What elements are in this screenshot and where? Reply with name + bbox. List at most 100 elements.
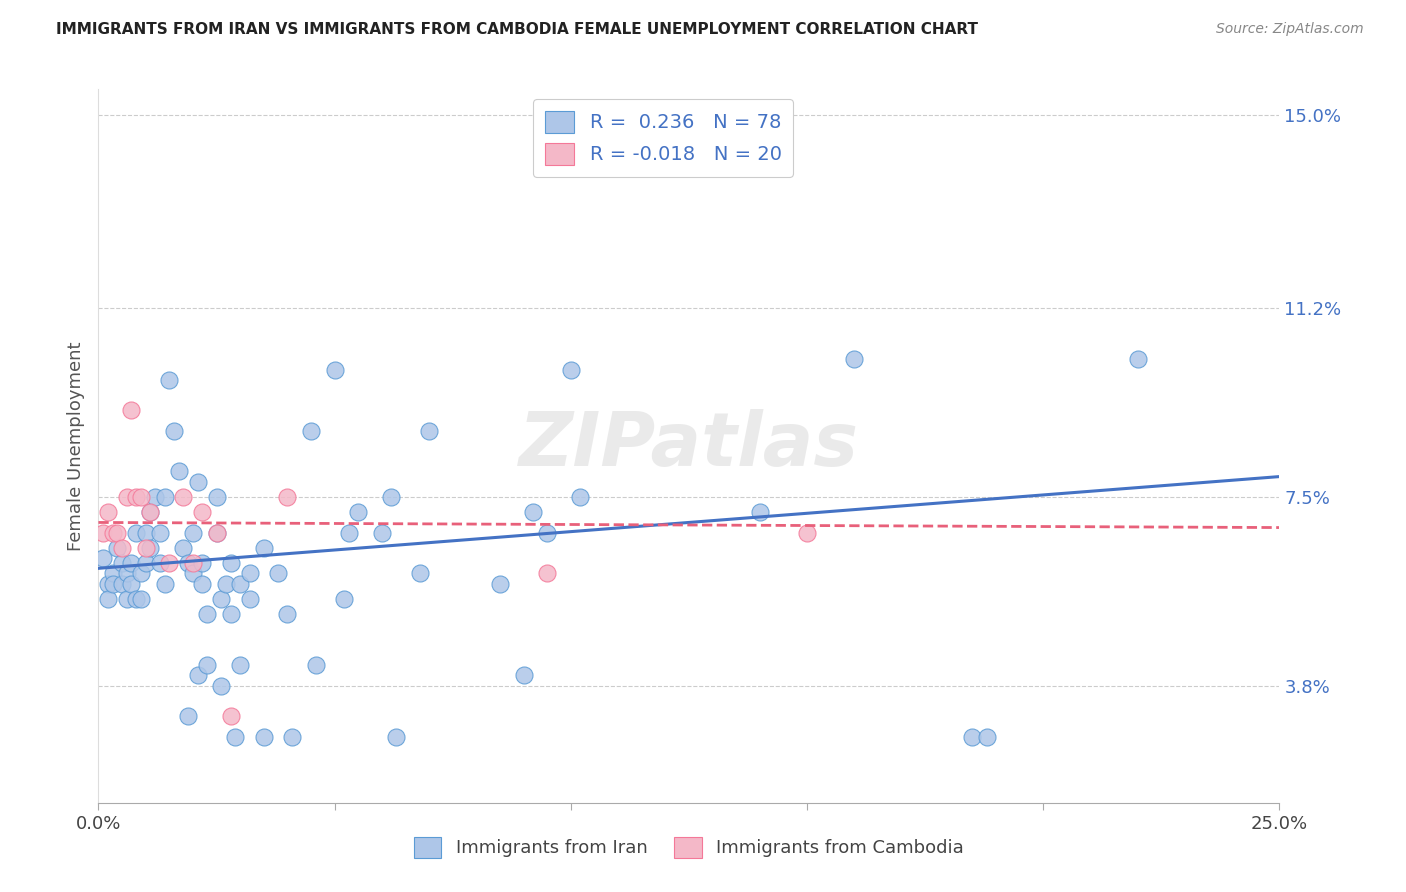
Point <box>115 591 138 606</box>
Point <box>276 607 298 622</box>
Point <box>219 607 242 622</box>
Point <box>129 566 152 581</box>
Point <box>224 730 246 744</box>
Point <box>239 566 262 581</box>
Point <box>205 525 228 540</box>
Point <box>149 525 172 540</box>
Point <box>172 541 194 555</box>
Point <box>149 556 172 570</box>
Point <box>121 576 143 591</box>
Point <box>97 505 120 519</box>
Point <box>187 475 209 489</box>
Point <box>253 541 276 555</box>
Point <box>796 525 818 540</box>
Point <box>101 576 124 591</box>
Point <box>135 525 157 540</box>
Point <box>153 490 176 504</box>
Point <box>177 709 200 723</box>
Point <box>281 730 304 744</box>
Point <box>191 576 214 591</box>
Text: Source: ZipAtlas.com: Source: ZipAtlas.com <box>1216 22 1364 37</box>
Point <box>181 525 204 540</box>
Point <box>239 591 262 606</box>
Point <box>157 373 180 387</box>
Point <box>253 730 276 744</box>
Point <box>205 525 228 540</box>
Point <box>111 556 134 570</box>
Point <box>91 525 114 540</box>
Point <box>125 490 148 504</box>
Point <box>333 591 356 606</box>
Point <box>172 490 194 504</box>
Point <box>157 556 180 570</box>
Point <box>97 591 120 606</box>
Point <box>205 490 228 504</box>
Point <box>347 505 370 519</box>
Point <box>111 576 134 591</box>
Point <box>181 566 204 581</box>
Point <box>115 490 138 504</box>
Point <box>371 525 394 540</box>
Point <box>125 525 148 540</box>
Point <box>305 658 328 673</box>
Point <box>105 525 128 540</box>
Point <box>536 566 558 581</box>
Y-axis label: Female Unemployment: Female Unemployment <box>66 342 84 550</box>
Point <box>522 505 544 519</box>
Text: ZIPatlas: ZIPatlas <box>519 409 859 483</box>
Point <box>748 505 770 519</box>
Point <box>385 730 408 744</box>
Point <box>962 730 984 744</box>
Text: IMMIGRANTS FROM IRAN VS IMMIGRANTS FROM CAMBODIA FEMALE UNEMPLOYMENT CORRELATION: IMMIGRANTS FROM IRAN VS IMMIGRANTS FROM … <box>56 22 979 37</box>
Point <box>167 465 190 479</box>
Point <box>187 668 209 682</box>
Legend: Immigrants from Iran, Immigrants from Cambodia: Immigrants from Iran, Immigrants from Ca… <box>406 830 972 865</box>
Point <box>195 607 218 622</box>
Point <box>209 591 232 606</box>
Point <box>219 556 242 570</box>
Point <box>163 424 186 438</box>
Point <box>229 658 252 673</box>
Point <box>560 362 582 376</box>
Point <box>489 576 512 591</box>
Point <box>143 490 166 504</box>
Point <box>380 490 402 504</box>
Point <box>115 566 138 581</box>
Point <box>299 424 322 438</box>
Point <box>215 576 238 591</box>
Point <box>153 576 176 591</box>
Point <box>101 566 124 581</box>
Point <box>181 556 204 570</box>
Point <box>121 556 143 570</box>
Point <box>267 566 290 581</box>
Point <box>121 403 143 417</box>
Point <box>139 505 162 519</box>
Point <box>323 362 346 376</box>
Point <box>139 505 162 519</box>
Point <box>512 668 534 682</box>
Point <box>408 566 430 581</box>
Point <box>91 551 114 566</box>
Point <box>229 576 252 591</box>
Point <box>105 541 128 555</box>
Point <box>135 541 157 555</box>
Point <box>191 505 214 519</box>
Point <box>976 730 998 744</box>
Point <box>129 490 152 504</box>
Point <box>191 556 214 570</box>
Point <box>125 591 148 606</box>
Point <box>129 591 152 606</box>
Point <box>135 556 157 570</box>
Point <box>418 424 440 438</box>
Point <box>337 525 360 540</box>
Point <box>111 541 134 555</box>
Point <box>219 709 242 723</box>
Point <box>1126 352 1149 367</box>
Point <box>536 525 558 540</box>
Point <box>139 541 162 555</box>
Point <box>101 525 124 540</box>
Point <box>276 490 298 504</box>
Point <box>844 352 866 367</box>
Point <box>195 658 218 673</box>
Point <box>209 679 232 693</box>
